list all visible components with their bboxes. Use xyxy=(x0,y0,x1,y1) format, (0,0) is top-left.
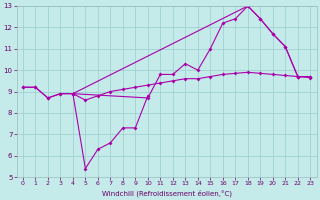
X-axis label: Windchill (Refroidissement éolien,°C): Windchill (Refroidissement éolien,°C) xyxy=(101,189,232,197)
